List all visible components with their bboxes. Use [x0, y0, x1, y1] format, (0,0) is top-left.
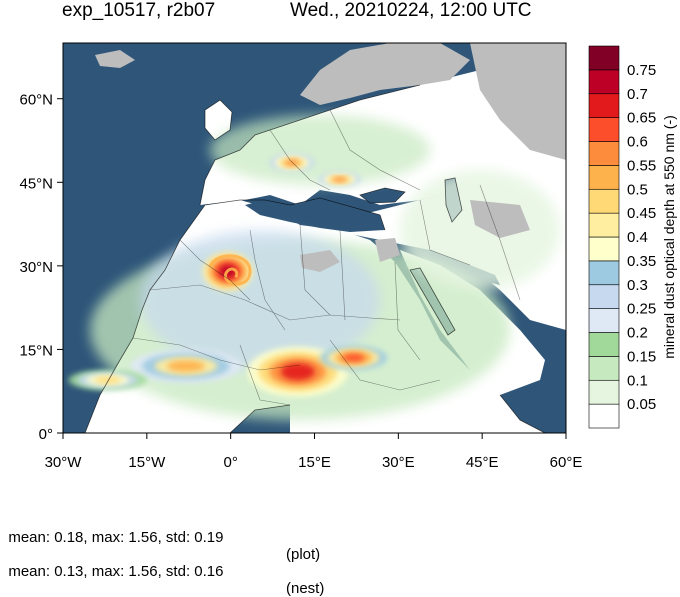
colorbar-tick-label: 0.5 — [627, 181, 648, 198]
dust-plumes — [68, 153, 388, 397]
y-tick-label: 30°N — [19, 259, 53, 276]
colorbar-tick-label: 0.6 — [627, 134, 648, 151]
colorbar-swatch — [588, 260, 620, 286]
black-sea — [360, 188, 405, 203]
colorbar-tick-label: 0.05 — [627, 396, 656, 413]
arctic-gray — [470, 43, 566, 160]
colorbar-swatch — [588, 45, 620, 71]
x-tick-label: 0° — [223, 454, 237, 471]
dust-map-chart: 30°W 15°W 0° 15°E 30°E 45°E 60°E 0° 15°N 30°N 45°… — [19, 42, 677, 471]
dust-background-asia — [400, 170, 560, 290]
colorbar-swatch — [588, 379, 620, 405]
plume-cyclone — [202, 251, 254, 291]
colorbar-tick-label: 0.1 — [627, 372, 648, 389]
masked-area-iran — [470, 200, 530, 238]
colorbar-tick-label: 0.2 — [627, 325, 648, 342]
colorbar-swatch — [588, 69, 620, 95]
y-tick-label: 60°N — [19, 92, 53, 109]
colorbar-swatch — [588, 308, 620, 333]
y-tick-label: 0° — [39, 426, 53, 443]
scandinavia-landmass — [300, 43, 470, 105]
colorbar-tick-label: 0.65 — [627, 110, 656, 127]
colorbar-swatch — [588, 356, 620, 381]
plume-layer — [94, 376, 122, 384]
plume-layer — [280, 363, 315, 381]
x-tick-label: 60°E — [550, 454, 583, 471]
colorbar-tick-label: 0.45 — [627, 205, 656, 222]
colorbar-tick-label: 0.55 — [627, 157, 656, 174]
colorbar-tick-label: 0.15 — [627, 348, 656, 365]
colorbar-swatch — [588, 117, 620, 142]
colorbar-swatch — [588, 141, 620, 166]
plume-balkans — [318, 172, 361, 187]
colorbar-tick-label: 0.75 — [627, 62, 656, 79]
colorbar-swatch — [588, 93, 620, 118]
x-tick-label: 30°E — [382, 454, 415, 471]
experiment-title: exp_10517, r2b07 — [62, 0, 216, 21]
cyclone-swirl — [208, 254, 252, 286]
plume-layer — [166, 360, 205, 372]
x-tick-label: 15°W — [128, 454, 166, 471]
stats-plot: mean: 0.18, max: 1.56, std: 0.19 (plot) — [0, 512, 320, 563]
iceland-landmass — [95, 50, 135, 68]
masked-area-libya — [375, 238, 400, 262]
x-tick-label: 45°E — [466, 454, 499, 471]
dust-background-europe — [210, 115, 430, 185]
stats-nest-tag: (nest) — [286, 580, 325, 597]
colorbar-swatch — [588, 403, 620, 429]
plume-central-europe — [269, 153, 315, 172]
colorbar-swatch — [588, 236, 620, 262]
masked-area-north-africa — [300, 250, 340, 272]
x-tick-label: 30°W — [45, 454, 83, 471]
colorbar-swatch — [588, 284, 620, 309]
colorbar-tick-label: 0.25 — [627, 301, 656, 318]
colorbar-swatch — [588, 212, 620, 238]
colorbar-swatch — [588, 188, 620, 214]
y-tick-label: 15°N — [19, 342, 53, 359]
plume-layer — [342, 353, 366, 362]
stats-plot-tag: (plot) — [286, 546, 321, 563]
colorbar-swatch — [588, 165, 620, 190]
colorbar-tick-label: 0.3 — [627, 277, 648, 294]
y-tick-label: 45°N — [19, 175, 53, 192]
colorbar-tick-label: 0.35 — [627, 253, 656, 270]
colorbar-label: mineral dust optical depth at 550 nm (-) — [661, 115, 677, 359]
colorbar-tick-label: 0.7 — [627, 86, 648, 103]
stats-nest: mean: 0.13, max: 1.56, std: 0.16 (nest) — [0, 546, 324, 597]
plume-layer — [332, 177, 347, 182]
uk-landmass — [205, 100, 232, 140]
datetime-title: Wed., 20210224, 12:00 UTC — [290, 0, 532, 21]
colorbar-tick-label: 0.4 — [627, 229, 648, 246]
colorbar: 0.05 0.1 0.15 0.2 0.25 0.3 0.35 0.4 0.45 0.5 0.55 0… — [588, 45, 656, 429]
y-axis: 0° 15°N 30°N 45°N 60°N — [19, 92, 63, 443]
stats-nest-values: mean: 0.13, max: 1.56, std: 0.16 — [8, 563, 224, 580]
x-axis: 30°W 15°W 0° 15°E 30°E 45°E 60°E — [45, 433, 583, 471]
plume-layer — [284, 159, 300, 166]
plume-west-africa — [130, 349, 242, 383]
x-tick-label: 15°E — [298, 454, 331, 471]
coastlines — [84, 84, 546, 433]
colorbar-swatch — [588, 332, 620, 357]
country-borders — [132, 109, 521, 406]
stats-plot-values: mean: 0.18, max: 1.56, std: 0.19 — [8, 529, 224, 546]
plume-sahel-east — [320, 345, 388, 371]
plume-atlantic-outflow — [68, 370, 147, 391]
